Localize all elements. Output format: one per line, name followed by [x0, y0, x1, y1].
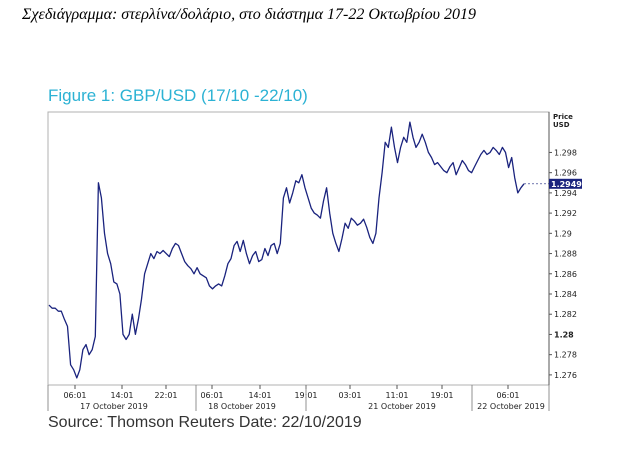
y-tick-label: 1.286: [554, 270, 577, 279]
y-axis-title-line: USD: [553, 121, 570, 129]
y-tick-label: 1.278: [554, 351, 577, 360]
x-date-label: 18 October 2019: [208, 402, 276, 411]
x-tick-label: 11:01: [385, 391, 408, 400]
y-tick-label: 1.284: [554, 290, 577, 299]
x-tick-label: 06:01: [63, 391, 86, 400]
y-tick-label: 1.28: [554, 330, 574, 339]
x-tick-label: 06:01: [200, 391, 223, 400]
y-tick-label: 1.282: [554, 310, 577, 319]
y-tick-label: 1.29: [554, 229, 572, 238]
y-axis-title-line: Price: [553, 113, 573, 121]
x-tick-label: 22:01: [154, 391, 177, 400]
y-tick-label: 1.276: [554, 371, 577, 380]
x-tick-label: 14:01: [110, 391, 133, 400]
y-tick-label: 1.292: [554, 209, 577, 218]
x-tick-label: 19:01: [430, 391, 453, 400]
page-heading: Σχεδιάγραμμα: στερλίνα/δολάριο, στο διάσ…: [22, 6, 477, 23]
x-date-label: 22 October 2019: [477, 402, 545, 411]
price-line: [48, 121, 525, 379]
x-date-label: 17 October 2019: [80, 402, 148, 411]
x-tick-label: 06:01: [496, 391, 519, 400]
figure-title: Figure 1: GBP/USD (17/10 -22/10): [48, 86, 308, 105]
last-value-badge: [549, 178, 582, 189]
x-tick-label: 03:01: [338, 391, 361, 400]
source-note: Source: Thomson Reuters Date: 22/10/2019: [48, 414, 362, 431]
last-value-label: 1.2949: [551, 180, 582, 189]
x-date-label: 21 October 2019: [368, 402, 436, 411]
y-tick-label: 1.288: [554, 250, 577, 259]
y-tick-label: 1.294: [554, 189, 577, 198]
x-tick-label: 14:01: [248, 391, 271, 400]
y-tick-label: 1.298: [554, 148, 577, 157]
y-tick-label: 1.296: [554, 169, 577, 178]
plot-frame: [47, 111, 550, 386]
